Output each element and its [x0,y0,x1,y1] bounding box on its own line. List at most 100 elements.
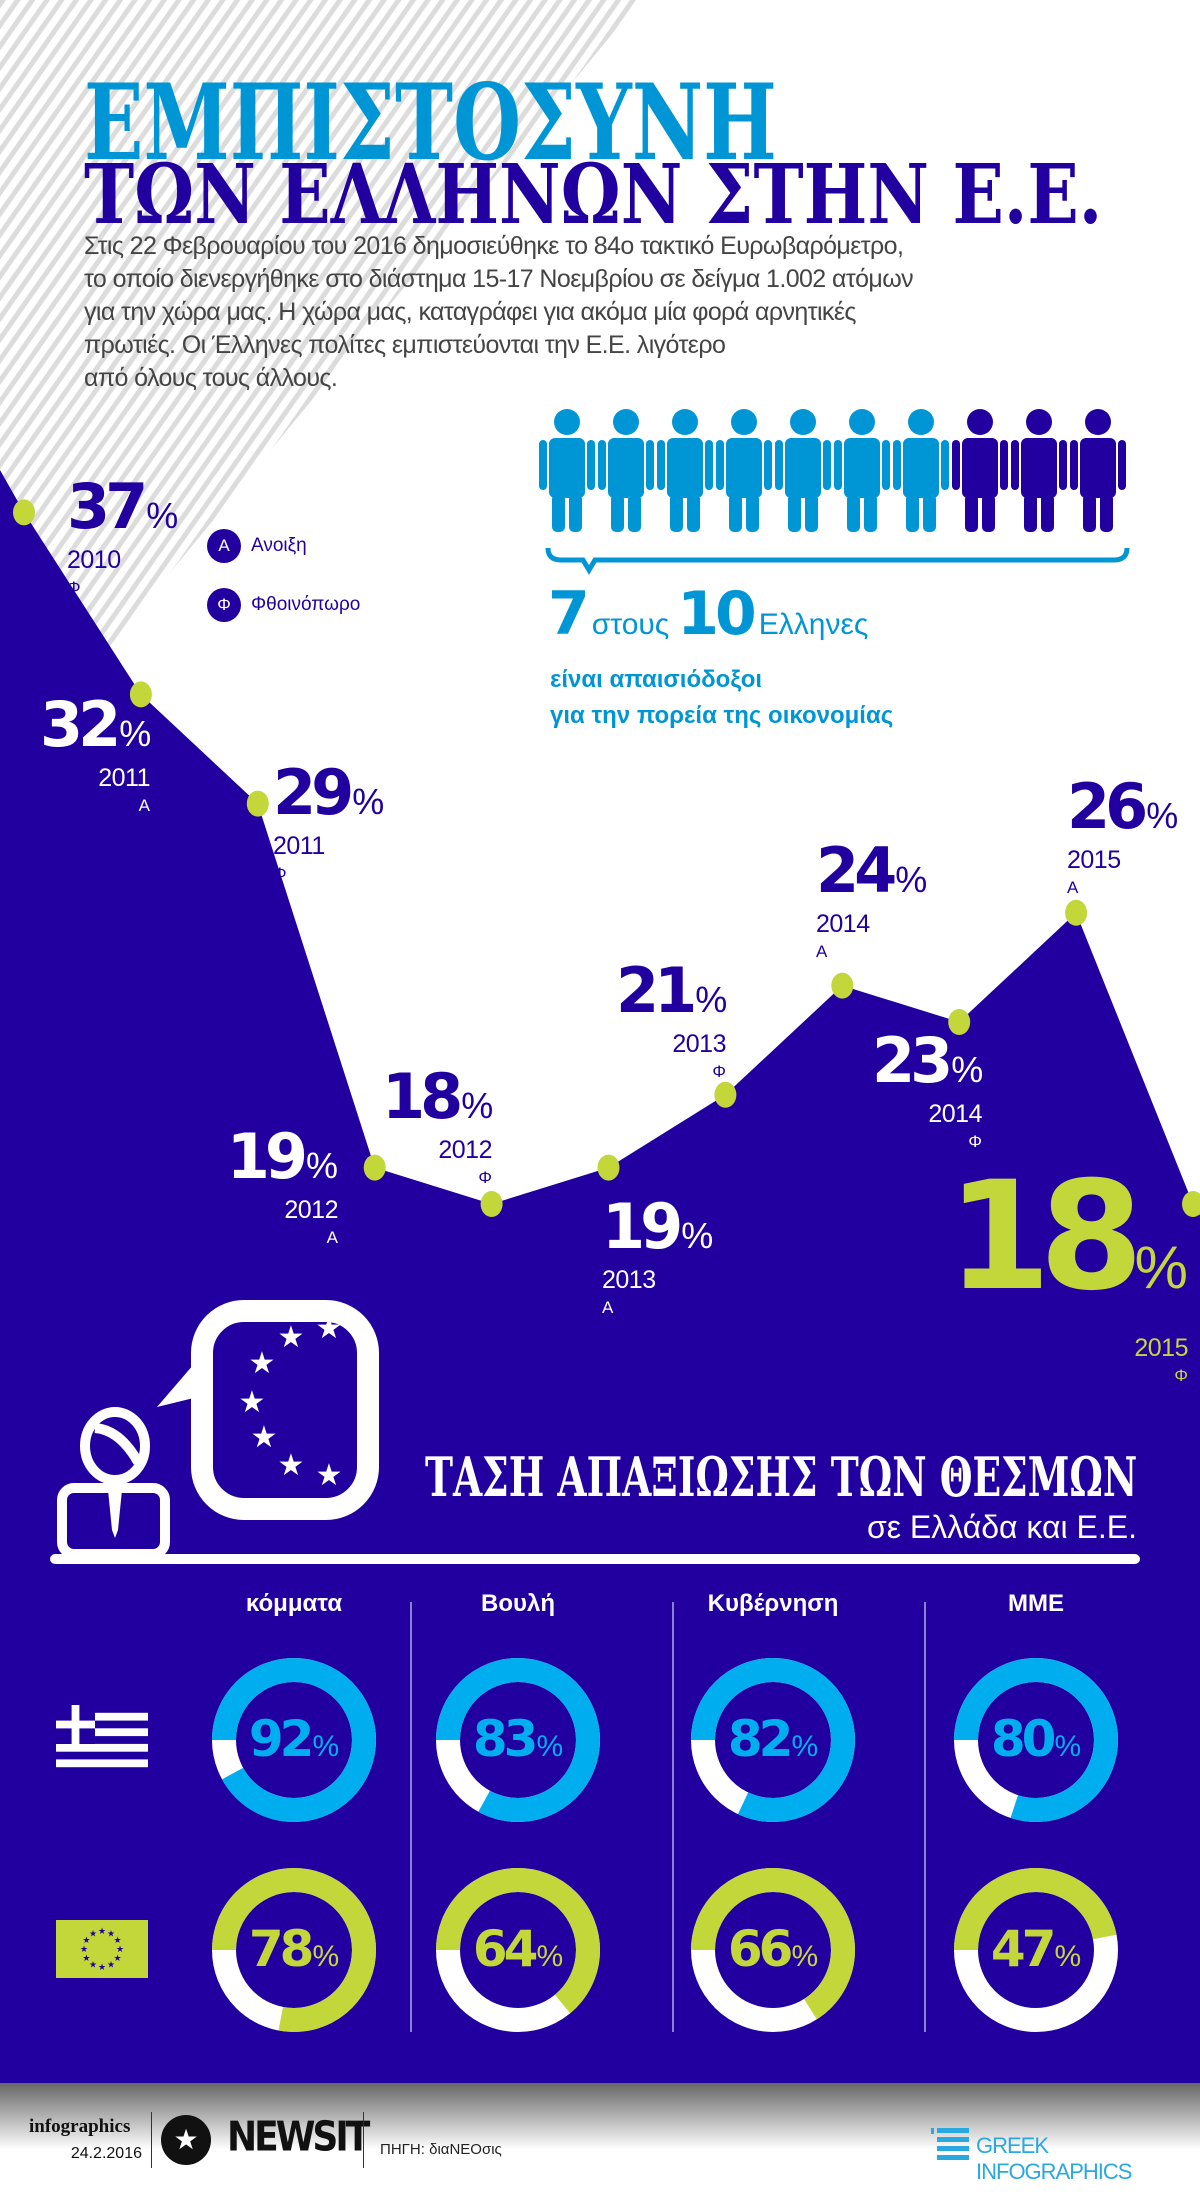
point-value: 24 [816,834,897,907]
legend-spring-label: Ανοιξη [251,535,307,556]
pessimism-count: 7 [548,579,590,649]
percent-sign: % [791,1730,819,1763]
point-label: 21% 2013 Φ [616,960,728,1081]
eu-star-icon: ★ [98,1926,106,1936]
point-year: 2014 [816,910,870,938]
percent-sign: % [681,1215,714,1256]
pessimism-text: είναι απαισιόδοξοι για την πορεία της οι… [550,662,893,734]
intro-line: για την χώρα μας. Η χώρα μας, καταγράφει… [84,298,856,326]
donut-eu-3 [954,1868,1118,2032]
point-label: 26% 2015 Α [1067,776,1178,897]
donut-eu-1 [436,1868,600,2032]
column-divider [924,1602,926,2032]
donut-value-label: 80% [956,1714,1116,1764]
column-header-media: ΜΜΕ [1008,1590,1064,1617]
percent-sign: % [695,979,728,1020]
donut-value-arc [691,1868,855,2032]
percent-sign: % [1054,1940,1082,1973]
donut-value-arc [954,1868,1118,2032]
point-year: 2011 [98,764,150,792]
data-point-2011-Φ [246,790,269,817]
point-season: Α [1067,878,1079,897]
legend-autumn-label: Φθοινόπωρο [251,594,361,615]
data-point-2010-Φ [13,499,35,526]
donut-value-arc [212,1658,376,1822]
donut-eu-2 [691,1868,855,2032]
point-value: 19 [226,1120,308,1193]
donut-value-label: 66% [693,1924,853,1974]
donut-value-label: 47% [956,1924,1116,1974]
greek-infographics-logo[interactable]: GREEK INFOGRAPHICS [976,2133,1132,2184]
intro-paragraph: Στις 22 Φεβρουαρίου του 2016 δημοσιεύθηκ… [84,230,1184,395]
eu-star-icon: ★ [82,1935,90,1945]
point-label: 18% 2012 Φ [382,1066,493,1187]
point-season: Α [602,1298,614,1317]
person-figure-icon [1011,409,1067,532]
donut-greece-3 [954,1658,1118,1822]
point-season: Φ [478,1168,492,1187]
point-year: 2011 [273,832,325,860]
point-value: 23 [872,1024,953,1097]
people-pictogram [539,409,1130,575]
person-figure-icon [657,409,713,532]
footer-divider [363,2112,364,2168]
greece-flag-icon [56,1705,148,1775]
column-divider [410,1602,412,2032]
percent-sign: % [352,781,385,822]
pessimism-total: 10 [677,579,756,649]
intro-line: πρωτιές. Οι Έλληνες πολίτες εμπιστεύοντα… [84,331,726,359]
donut-value-arc [691,1658,855,1822]
donut-value: 78 [248,1920,315,1978]
person-figure-icon [834,409,890,532]
footer-divider [151,2112,152,2168]
data-point-2015-Φ [1182,1191,1200,1217]
data-point-2014-Α [831,972,854,999]
donut-value-label: 83% [438,1714,598,1764]
intro-line: Στις 22 Φεβρουαρίου του 2016 δημοσιεύθηκ… [84,232,904,260]
point-year: 2010 [67,546,121,574]
point-label: 19% 2012 Α [226,1126,339,1247]
donut-value-label: 92% [214,1714,374,1764]
donut-greece-2 [691,1658,855,1822]
percent-sign: % [951,1049,984,1090]
donut-eu-0 [212,1868,376,2032]
donut-value: 80 [990,1710,1057,1768]
newsit-logo[interactable]: NEWSIT [227,2113,370,2162]
point-season: Α [816,942,828,961]
eu-star-icon: ★ [107,1928,115,1938]
section-divider-line [50,1554,1140,1564]
of-word: στους [591,608,670,641]
point-label: 19% 2013 Α [602,1196,714,1317]
percent-sign: % [312,1940,340,1973]
point-value: 19 [602,1190,683,1263]
svg-text:★: ★ [278,1320,305,1355]
point-year: 2012 [438,1136,492,1164]
greek-infographics-logo-icon [931,2128,969,2160]
intro-line: από όλους τους άλλους. [84,364,338,392]
point-value: 32 [40,688,121,761]
percent-sign: % [305,1145,338,1186]
eu-star-icon: ★ [80,1944,88,1954]
data-point-2014-Φ [948,1009,971,1035]
donut-value: 83 [472,1710,539,1768]
pessimism-headline: 7 στους 10 Ελληνες [548,584,876,644]
footer-source: ΠΗΓΗ: διαΝΕΟσις [380,2141,502,2158]
footer-brand: infographics [29,2116,131,2137]
data-point-2013-Φ [714,1081,737,1108]
hatched-background [0,0,640,780]
person-figure-icon [952,409,1008,532]
point-season: Φ [968,1132,982,1151]
donut-value: 92 [248,1710,315,1768]
point-value: 37 [67,470,148,543]
point-value: 29 [273,756,354,829]
donut-value-arc [954,1658,1118,1822]
eu-star-icon: ★ [114,1953,122,1963]
donut-charts [212,1658,1118,2032]
eu-flag-icon: ★★★★★★★★★ ★ ★★ [56,1920,148,1978]
section-title: ΤΑΣΗ ΑΠΑΞΙΩΣΗΣ ΤΩΝ ΘΕΣΜΩΝ [425,1445,1138,1509]
percent-sign: % [1054,1730,1082,1763]
eu-star-icon: ★ [98,1962,106,1972]
person-icon [57,1407,170,1559]
percent-sign: % [791,1940,819,1973]
pessimism-line-1: είναι απαισιόδοξοι [550,666,763,693]
